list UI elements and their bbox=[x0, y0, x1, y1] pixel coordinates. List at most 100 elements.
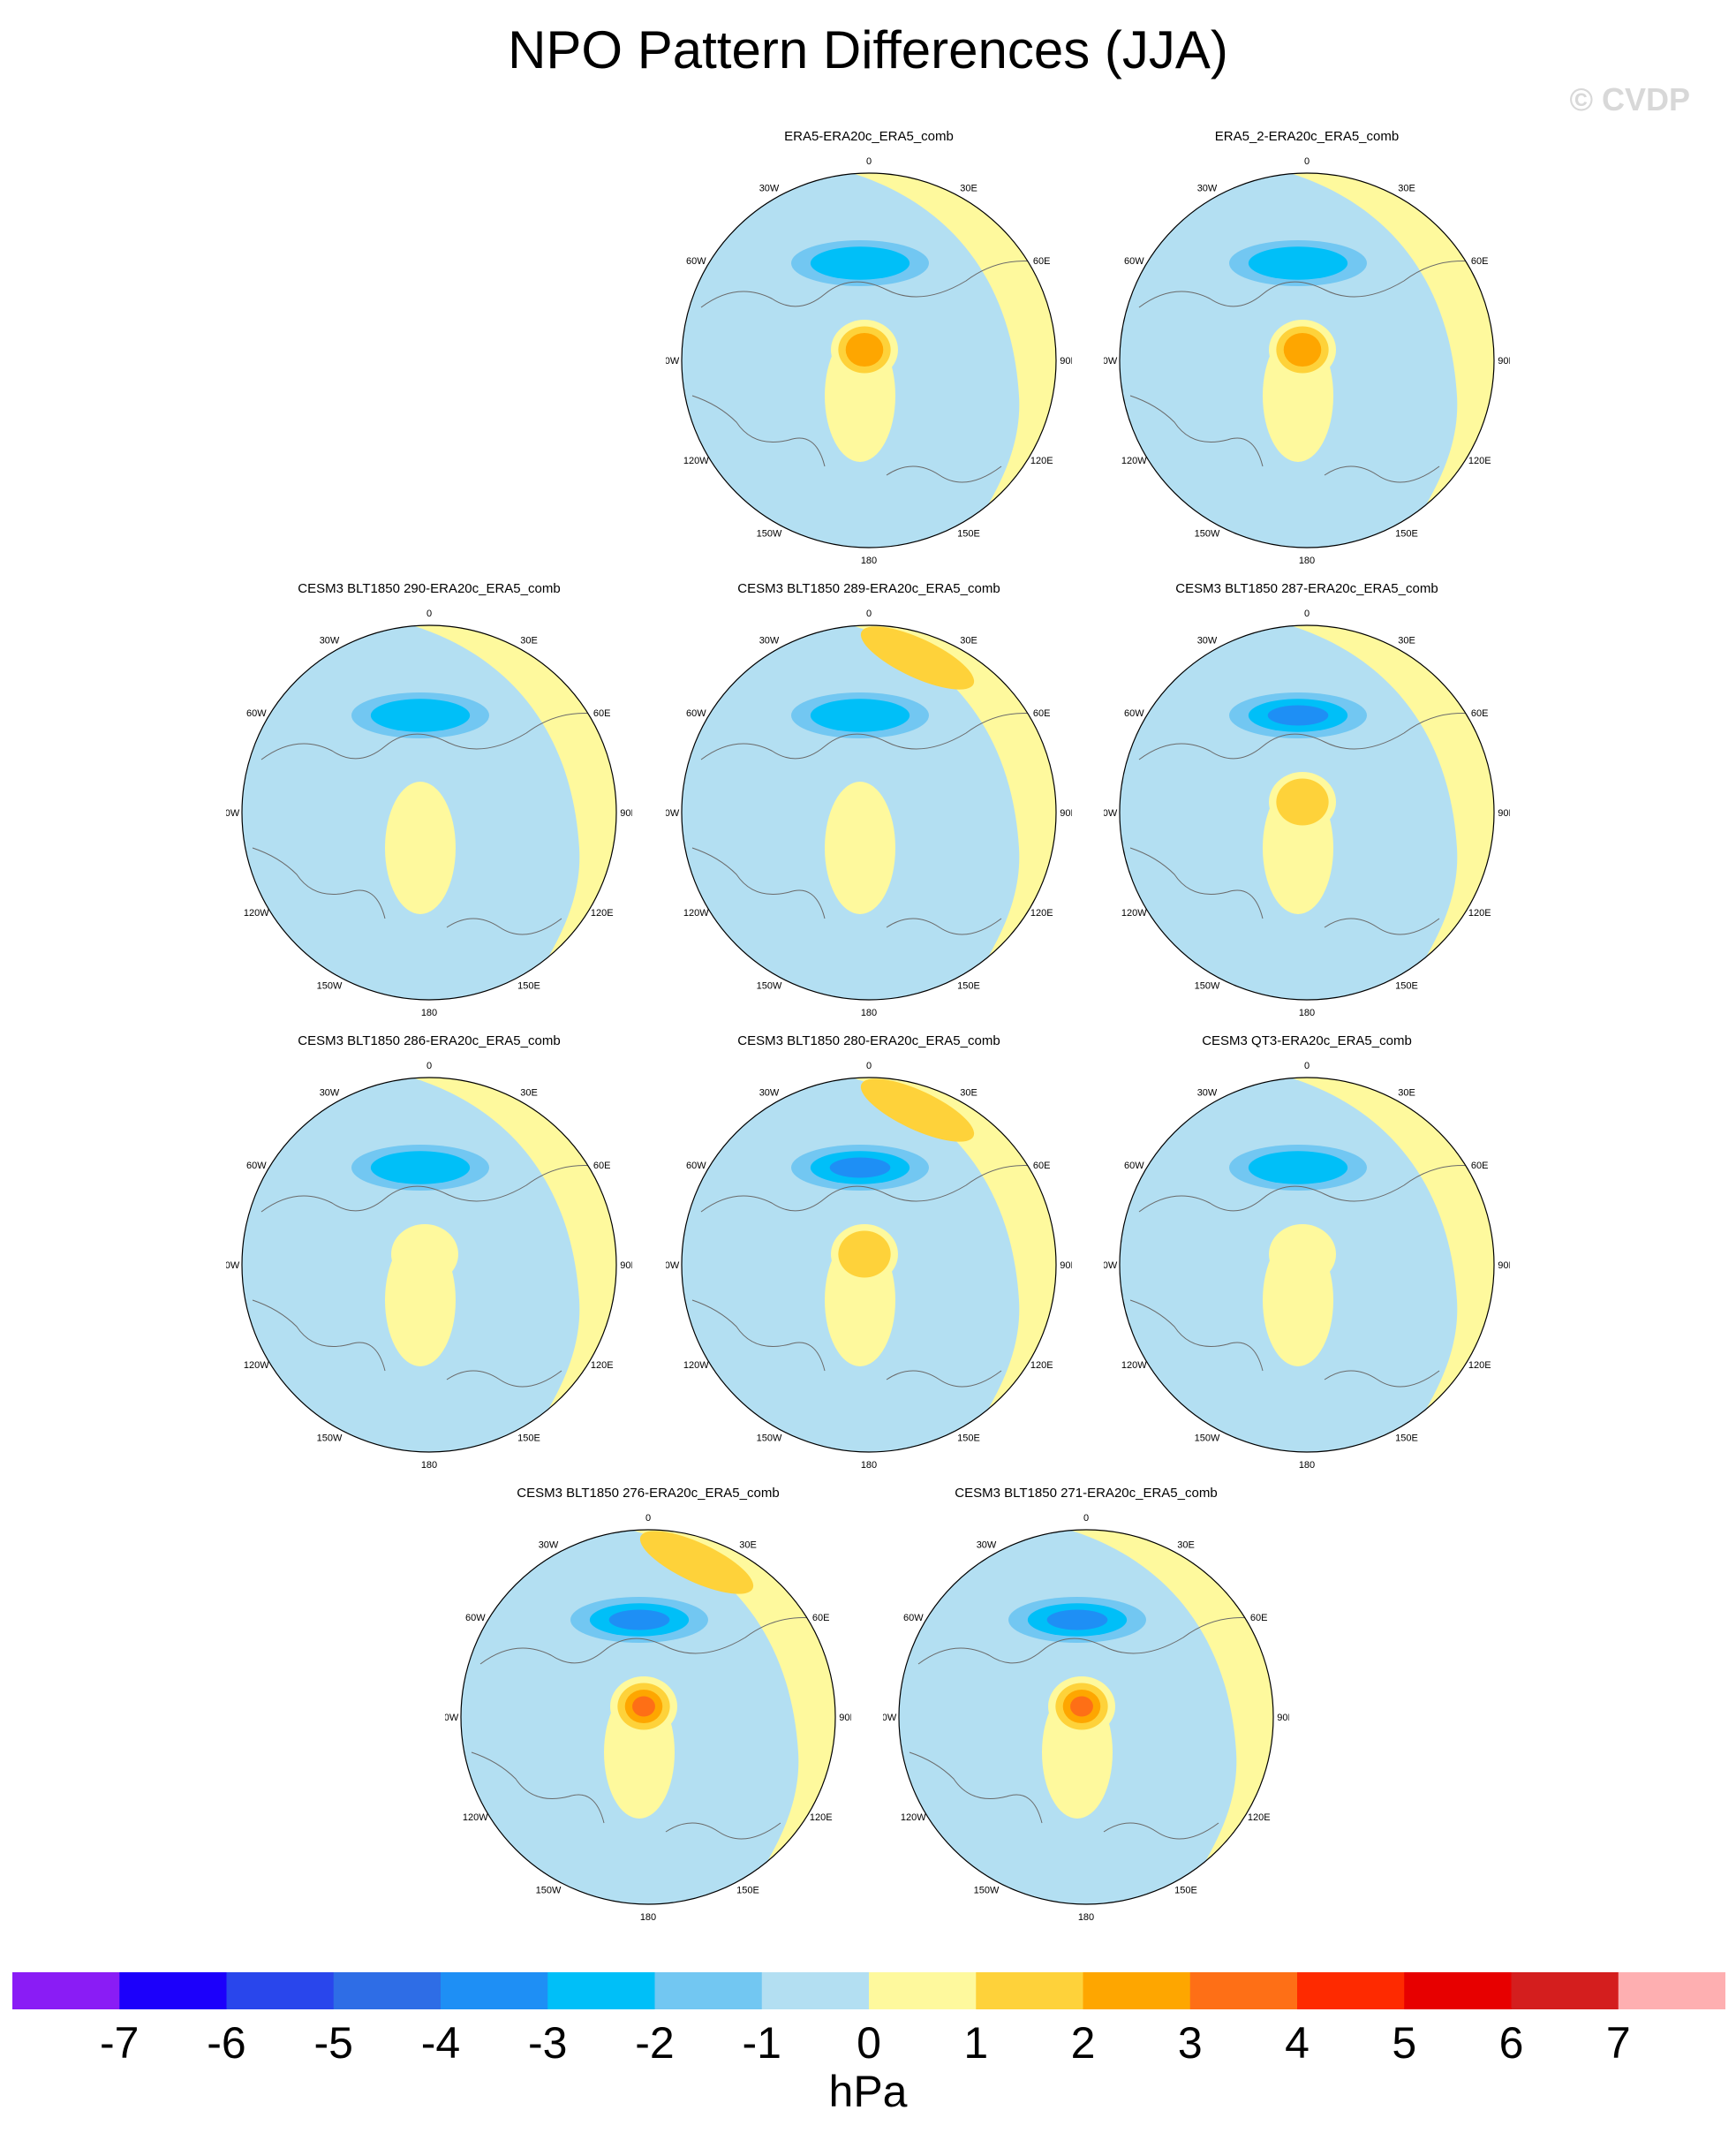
longitude-label: 30W bbox=[320, 635, 340, 646]
longitude-label: 150E bbox=[517, 981, 540, 992]
npac-high-center bbox=[860, 626, 975, 690]
colorbar-tick-label: 0 bbox=[857, 2018, 881, 2068]
longitude-label: 180 bbox=[640, 1912, 656, 1923]
polar-map: 180 150E 120E 90E 60E 30E 0 30W 60W 90W 120W 150W bbox=[445, 1513, 851, 1923]
longitude-label: 90W bbox=[1104, 1260, 1118, 1271]
map-boundary bbox=[681, 172, 1057, 548]
longitude-label: 60W bbox=[1124, 708, 1144, 719]
map-panel: CESM3 BLT1850 287-ERA20c_ERA5_comb 180 150… bbox=[1104, 581, 1510, 1023]
map-boundary bbox=[681, 624, 1057, 1001]
longitude-label: 60W bbox=[1124, 256, 1144, 267]
colorbar-segment bbox=[441, 1972, 548, 2009]
panel-title: CESM3 BLT1850 289-ERA20c_ERA5_comb bbox=[737, 581, 1000, 596]
npac-low-center bbox=[829, 1157, 891, 1178]
longitude-label: 180 bbox=[1299, 1460, 1315, 1471]
colorbar-tick-label: -5 bbox=[313, 2018, 353, 2068]
colorbar bbox=[12, 1972, 1725, 2009]
longitude-label: 90W bbox=[666, 1260, 680, 1271]
colorbar-segment bbox=[869, 1972, 977, 2009]
colorbar-segment bbox=[1511, 1972, 1619, 2009]
colorbar-tick-label: 3 bbox=[1177, 2018, 1203, 2068]
arctic-high-center bbox=[391, 1224, 458, 1284]
map-boundary bbox=[1119, 1077, 1495, 1453]
arctic-high-center bbox=[1276, 778, 1329, 826]
map-boundary bbox=[898, 1529, 1274, 1905]
map-panel: CESM3 QT3-ERA20c_ERA5_comb 180 150E 120E 90E… bbox=[1104, 1033, 1510, 1475]
longitude-label: 150E bbox=[957, 529, 980, 540]
longitude-label: 60W bbox=[246, 1161, 267, 1171]
longitude-label: 60W bbox=[686, 708, 706, 719]
longitude-label: 180 bbox=[1299, 1008, 1315, 1018]
colorbar-segment bbox=[1083, 1972, 1191, 2009]
longitude-label: 60E bbox=[1033, 1161, 1051, 1171]
longitude-label: 0 bbox=[866, 609, 872, 619]
npac-low-center bbox=[608, 1609, 670, 1630]
polar-map: 180 150E 120E 90E 60E 30E 0 30W 60W 90W 120W 150W bbox=[666, 609, 1072, 1018]
longitude-label: 30W bbox=[1197, 635, 1218, 646]
longitude-label: 120E bbox=[1468, 908, 1491, 919]
npac-low-center bbox=[1248, 246, 1348, 280]
colorbar-tick-label: 7 bbox=[1605, 2018, 1631, 2068]
longitude-label: 150W bbox=[317, 981, 343, 992]
longitude-label: 30E bbox=[960, 1087, 977, 1098]
polar-map: 180 150E 120E 90E 60E 30E 0 30W 60W 90W 120W 150W bbox=[1104, 1061, 1510, 1471]
longitude-label: 60W bbox=[686, 1161, 706, 1171]
longitude-label: 150W bbox=[317, 1433, 343, 1444]
longitude-label: 90E bbox=[620, 808, 632, 819]
longitude-label: 120E bbox=[1030, 456, 1053, 466]
longitude-label: 120E bbox=[591, 908, 614, 919]
longitude-label: 30E bbox=[960, 183, 977, 193]
colorbar-segment bbox=[119, 1972, 227, 2009]
colorbar-segment bbox=[1189, 1972, 1298, 2009]
colorbar-tick-label: -3 bbox=[528, 2018, 568, 2068]
longitude-label: 90W bbox=[883, 1713, 897, 1723]
coastlines bbox=[252, 713, 607, 935]
longitude-label: 90E bbox=[1498, 1260, 1510, 1271]
panel-title: CESM3 QT3-ERA20c_ERA5_comb bbox=[1202, 1033, 1412, 1048]
longitude-label: 180 bbox=[421, 1460, 437, 1471]
figure-title: NPO Pattern Differences (JJA) bbox=[508, 20, 1228, 79]
longitude-label: 60E bbox=[1033, 708, 1051, 719]
coastlines bbox=[1129, 1165, 1484, 1388]
colorbar-tick-label: 4 bbox=[1285, 2018, 1310, 2068]
longitude-label: 0 bbox=[1304, 609, 1310, 619]
map-panel: CESM3 BLT1850 289-ERA20c_ERA5_comb 180 150… bbox=[666, 581, 1072, 1023]
arctic-high-center bbox=[845, 332, 884, 367]
longitude-label: 90W bbox=[666, 808, 680, 819]
longitude-label: 150W bbox=[757, 981, 782, 992]
map-boundary bbox=[241, 1077, 617, 1453]
longitude-label: 60E bbox=[812, 1613, 830, 1623]
longitude-label: 0 bbox=[426, 609, 432, 619]
panel-title: CESM3 BLT1850 286-ERA20c_ERA5_comb bbox=[298, 1033, 561, 1048]
npac-low-center bbox=[370, 699, 471, 732]
longitude-label: 150E bbox=[1395, 1433, 1418, 1444]
longitude-label: 120E bbox=[1248, 1812, 1271, 1823]
longitude-label: 30E bbox=[520, 635, 538, 646]
longitude-label: 150E bbox=[1174, 1886, 1197, 1896]
longitude-label: 120W bbox=[901, 1812, 926, 1823]
map-boundary bbox=[241, 624, 617, 1001]
longitude-label: 30W bbox=[759, 635, 780, 646]
panel-title: CESM3 BLT1850 276-ERA20c_ERA5_comb bbox=[517, 1486, 780, 1501]
panel-title: ERA5-ERA20c_ERA5_comb bbox=[784, 129, 954, 144]
longitude-label: 0 bbox=[866, 1061, 872, 1071]
longitude-label: 180 bbox=[1078, 1912, 1094, 1923]
polar-map: 180 150E 120E 90E 60E 30E 0 30W 60W 90W 120W 150W bbox=[1104, 156, 1510, 566]
longitude-label: 120W bbox=[683, 908, 709, 919]
panel-title: CESM3 BLT1850 287-ERA20c_ERA5_comb bbox=[1175, 581, 1438, 596]
longitude-label: 30W bbox=[977, 1539, 997, 1550]
longitude-label: 30E bbox=[1398, 1087, 1415, 1098]
longitude-label: 150W bbox=[1195, 981, 1220, 992]
longitude-label: 150E bbox=[1395, 529, 1418, 540]
longitude-label: 0 bbox=[645, 1513, 651, 1524]
colorbar-labels: -7 -6 -5 -4 -3 -2 -1 0 1 2 3 4 5 6 7 bbox=[12, 2016, 1725, 2071]
colorbar-segment bbox=[761, 1972, 870, 2009]
longitude-label: 90E bbox=[1498, 808, 1510, 819]
colorbar-tick-label: -6 bbox=[207, 2018, 246, 2068]
colorbar-segment bbox=[333, 1972, 442, 2009]
colorbar-tick-label: -2 bbox=[635, 2018, 675, 2068]
longitude-label: 60E bbox=[1471, 708, 1489, 719]
longitude-label: 120E bbox=[1030, 1360, 1053, 1371]
longitude-label: 180 bbox=[1299, 556, 1315, 566]
longitude-label: 60E bbox=[1471, 256, 1489, 267]
